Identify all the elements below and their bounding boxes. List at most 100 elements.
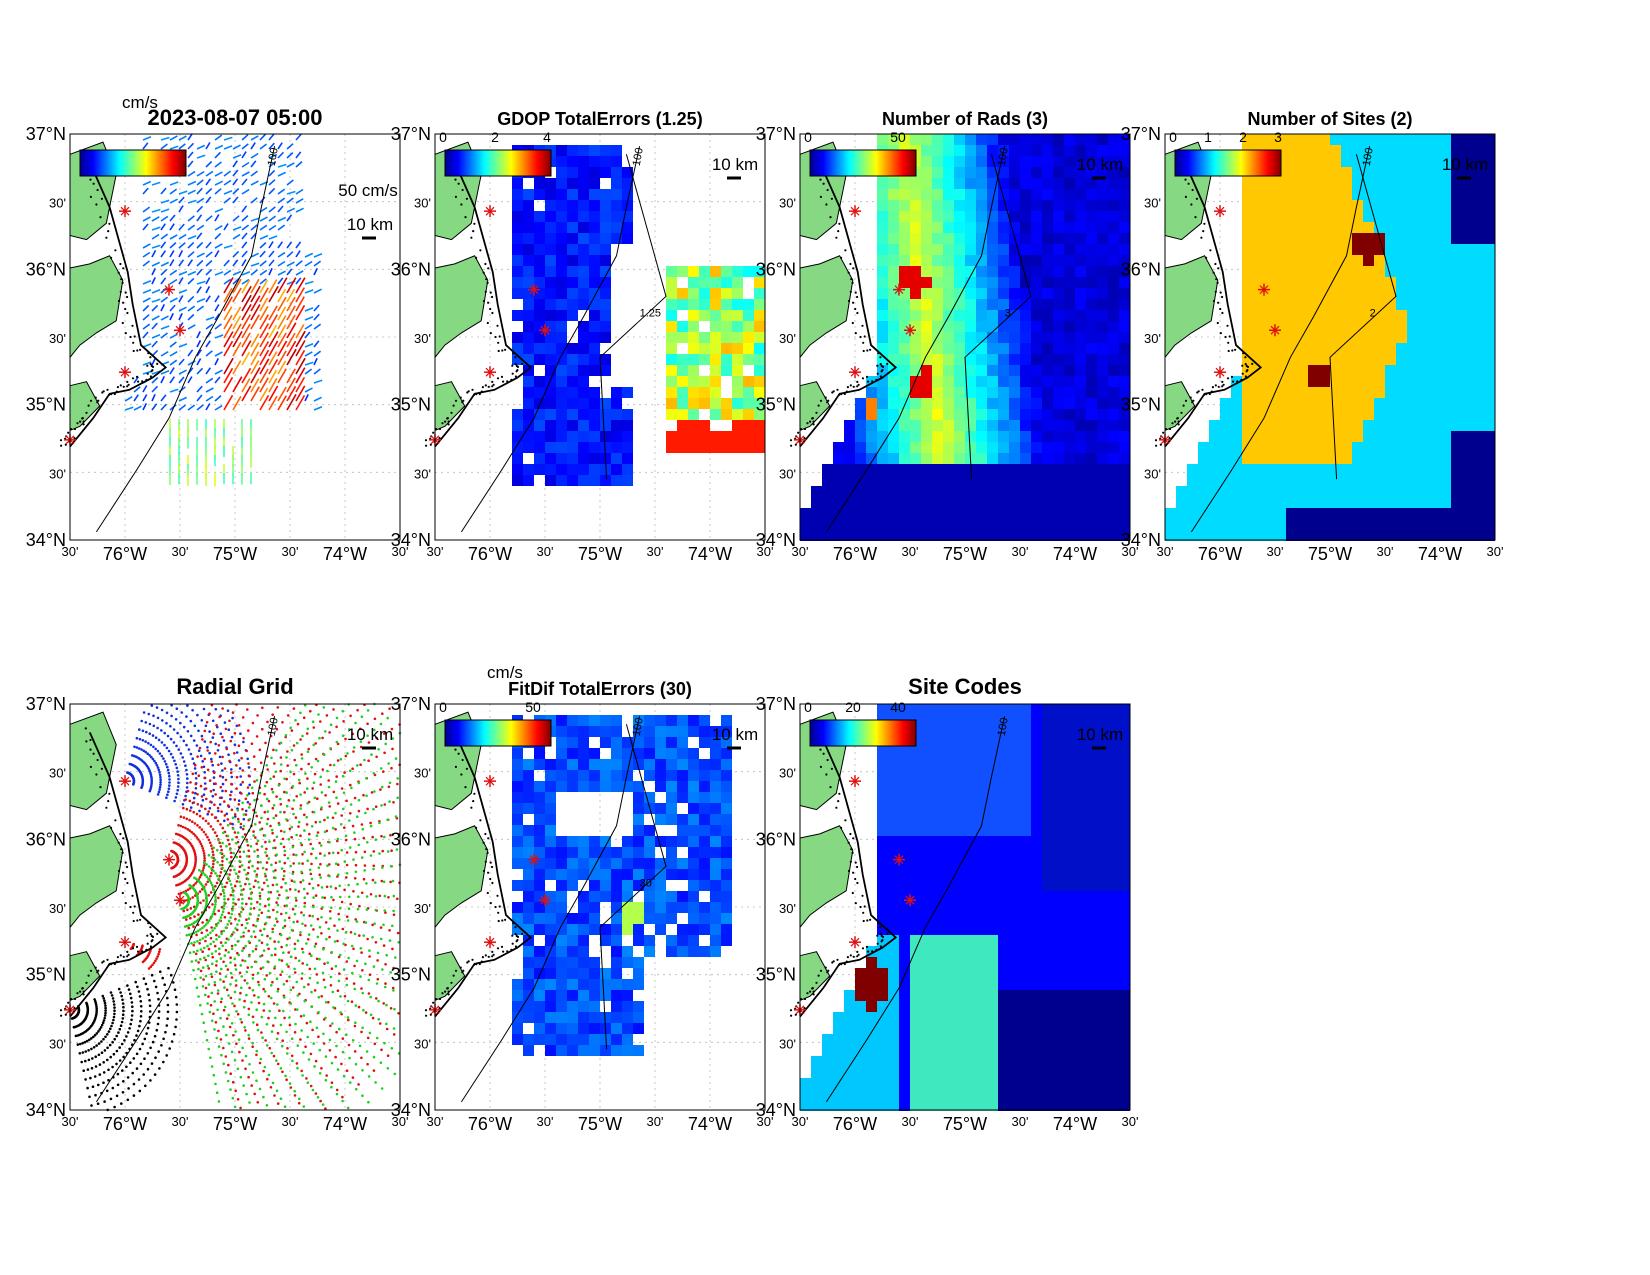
grid-point [231, 1080, 235, 1084]
coast-speck [879, 375, 882, 378]
coast-speck [89, 178, 92, 181]
heatmap-cell [1462, 453, 1473, 464]
heatmap-cell [888, 420, 899, 431]
heatmap-cell [1209, 497, 1220, 508]
heatmap-cell [1363, 310, 1374, 321]
current-vector [196, 179, 204, 186]
heatmap-cell [1097, 211, 1108, 222]
heatmap-cell [877, 222, 888, 233]
heatmap-cell [1407, 310, 1418, 321]
heatmap-cell [622, 387, 633, 398]
heatmap-cell [1440, 288, 1451, 299]
lon-tick-label: 76°W [103, 544, 147, 564]
grid-point [280, 959, 284, 962]
current-vector [160, 296, 169, 303]
heatmap-cell [1264, 475, 1275, 486]
grid-point [203, 782, 207, 785]
heatmap-cell [877, 299, 888, 310]
heatmap-cell [1330, 343, 1341, 354]
grid-point [172, 728, 176, 731]
heatmap-cell [1407, 398, 1418, 409]
coast-speck [1180, 411, 1183, 414]
coast-speck [124, 307, 127, 311]
heatmap-cell [699, 376, 710, 387]
heatmap-cell [622, 178, 633, 189]
grid-point [205, 918, 209, 922]
grid-point [316, 831, 320, 834]
grid-point [214, 742, 217, 746]
heatmap-cell [987, 255, 998, 266]
heatmap-cell [1053, 277, 1064, 288]
heatmap-cell [1352, 145, 1363, 156]
heatmap-cell [1451, 332, 1462, 343]
current-vector [232, 278, 242, 294]
grid-point [322, 978, 326, 982]
heatmap-cell [1330, 431, 1341, 442]
heatmap-cell [1053, 530, 1064, 541]
grid-point [326, 769, 329, 773]
grid-point [213, 771, 216, 774]
heatmap-cell [844, 464, 855, 475]
heatmap-cell [1220, 420, 1231, 431]
grid-point [227, 1063, 230, 1067]
heatmap-cell [932, 222, 943, 233]
heatmap-cell [1341, 145, 1352, 156]
grid-point [201, 921, 204, 924]
heatmap-cell [1418, 376, 1429, 387]
heatmap-cell [1374, 167, 1385, 178]
lat-tick-label: 30' [49, 466, 66, 481]
current-vector [286, 385, 297, 402]
heatmap-cell [954, 255, 965, 266]
heatmap-cell [1484, 211, 1495, 222]
heatmap-cell [1473, 189, 1484, 200]
grid-point [258, 1061, 262, 1065]
coast-speck [454, 195, 457, 198]
heatmap-cell [1407, 200, 1418, 211]
coast-speck [1216, 281, 1219, 284]
grid-point [253, 1092, 256, 1096]
heatmap-cell [1462, 398, 1473, 409]
grid-point [230, 782, 233, 786]
coast-speck [96, 188, 99, 192]
grid-point [341, 927, 345, 931]
heatmap-cell [1418, 497, 1429, 508]
coast-speck [486, 281, 489, 284]
heatmap-cell [1319, 354, 1330, 365]
grid-point [235, 775, 239, 779]
heatmap-cell [578, 266, 589, 277]
heatmap-cell [1064, 420, 1075, 431]
heatmap-cell [622, 222, 633, 233]
heatmap-cell [1330, 332, 1341, 343]
heatmap-cell [1242, 442, 1253, 453]
grid-point [205, 721, 209, 724]
heatmap-cell [1097, 486, 1108, 497]
heatmap-cell [589, 431, 600, 442]
heatmap-cell [1363, 420, 1374, 431]
heatmap-cell [1064, 222, 1075, 233]
heatmap-cell [622, 420, 633, 431]
coast-speck [840, 393, 843, 396]
heatmap-cell [1086, 497, 1097, 508]
heatmap-cell [1451, 519, 1462, 530]
heatmap-cell [1020, 530, 1031, 541]
heatmap-cell [1396, 409, 1407, 420]
current-vector [295, 394, 306, 411]
heatmap-cell [523, 376, 534, 387]
current-vector [214, 295, 220, 303]
grid-point [292, 799, 296, 802]
heatmap-cell [910, 255, 921, 266]
coast-speck [514, 375, 517, 378]
heatmap-cell [1075, 486, 1086, 497]
colorbar-tick-label: 1 [1204, 129, 1212, 145]
heatmap-cell [888, 233, 899, 244]
grid-point [325, 1074, 328, 1077]
grid-point [356, 764, 359, 767]
grid-point [208, 779, 212, 782]
heatmap-cell [556, 387, 567, 398]
heatmap-cell [523, 332, 534, 343]
heatmap-cell [998, 442, 1009, 453]
current-vector [259, 394, 270, 411]
heatmap-cell [1009, 332, 1020, 343]
grid-point [219, 941, 223, 944]
grid-point [208, 841, 212, 844]
